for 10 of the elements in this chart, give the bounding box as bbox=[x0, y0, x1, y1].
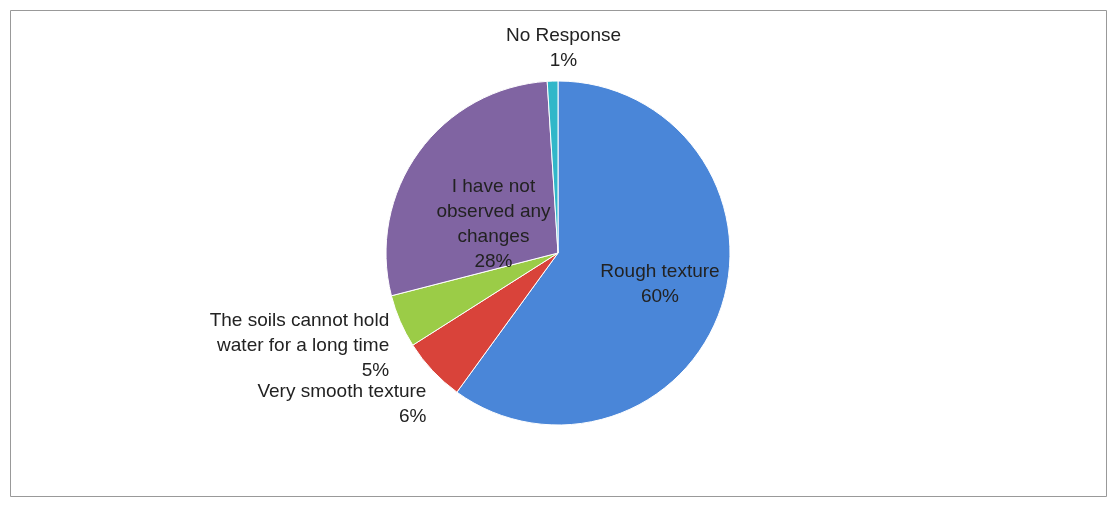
data-label: 5% bbox=[361, 359, 390, 381]
data-label: 28% bbox=[474, 250, 513, 272]
data-label: 6% bbox=[398, 404, 427, 426]
slice-label: Very smooth texture bbox=[257, 379, 427, 401]
slice-label: I have not observed any changes bbox=[436, 175, 551, 247]
slice-label: Rough texture bbox=[600, 260, 720, 282]
slice-label: The soils cannot hold water for a long time bbox=[209, 309, 390, 356]
slice-label: No Response bbox=[505, 24, 622, 46]
data-label: 60% bbox=[640, 285, 680, 307]
data-label: 1% bbox=[549, 49, 578, 71]
